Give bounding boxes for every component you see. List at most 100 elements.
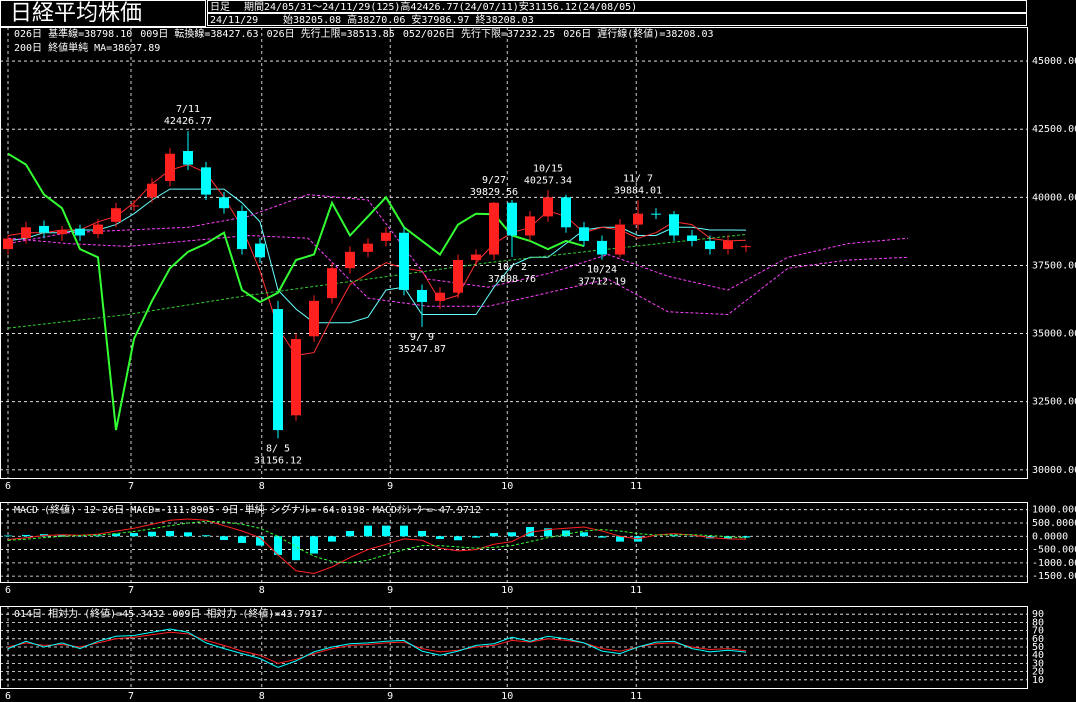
- candle-body: [741, 246, 751, 248]
- y-tick-label: 37500.00: [1032, 260, 1076, 271]
- histogram-bar: [526, 526, 534, 537]
- histogram-bar: [112, 533, 120, 537]
- candle-body: [417, 289, 427, 302]
- candle-body: [75, 228, 85, 236]
- annotation-value: 37808.76: [488, 274, 536, 285]
- legend-entry: 009日 相対力 (終値)=43.7917: [172, 607, 322, 620]
- y-tick-label: 42500.00: [1032, 124, 1076, 135]
- histogram-bar: [562, 530, 570, 537]
- series-line: [7, 520, 747, 564]
- y-tick-label: 45000.00: [1032, 56, 1076, 67]
- legend-entry: 009日 転換線=38427.63: [140, 27, 258, 40]
- series-line: [7, 152, 585, 431]
- y-tick-label: 60: [1032, 634, 1044, 645]
- histogram-bar: [256, 536, 264, 546]
- annotation-value: 39829.56: [470, 187, 518, 198]
- y-tick-label: 50: [1032, 642, 1044, 653]
- candle-body: [309, 300, 319, 337]
- candle-body: [615, 224, 625, 255]
- histogram-bar: [364, 525, 372, 537]
- legend-entry: 9日 単純 シグナル=-64.0198: [223, 503, 365, 516]
- candle-body: [489, 202, 499, 255]
- title-box: [0, 0, 206, 27]
- candle-body: [669, 214, 679, 236]
- annotation-value: 42426.77: [164, 116, 212, 127]
- candle-body: [327, 268, 337, 299]
- panel-title: MACD (終値): [14, 503, 76, 516]
- histogram-bar: [328, 536, 336, 542]
- y-tick-label: 30000.00: [1032, 465, 1076, 476]
- annotation-date: 9/ 9: [410, 332, 434, 343]
- candle-body: [687, 235, 697, 241]
- annotation-date: 10/ 2: [497, 262, 527, 273]
- annotation-value: 37712.19: [578, 277, 626, 288]
- legend-entry: 026日 基準線=38798.10: [14, 27, 132, 40]
- candle-body: [219, 197, 229, 209]
- histogram-bar: [202, 535, 210, 537]
- histogram-bar: [22, 534, 30, 537]
- candle-body: [345, 251, 355, 269]
- histogram-bar: [400, 525, 408, 537]
- candle-body: [435, 292, 445, 301]
- candle-body: [561, 197, 571, 228]
- x-tick-label: 7: [128, 481, 134, 492]
- date-label: 24/11/29: [210, 15, 258, 26]
- candle-body: [579, 227, 589, 241]
- y-tick-label: 35000.00: [1032, 329, 1076, 340]
- x-tick-label: 10: [501, 481, 513, 492]
- histogram-bar: [544, 528, 552, 537]
- histogram-bar: [598, 536, 606, 538]
- histogram-bar: [382, 525, 390, 537]
- x-tick-label: 7: [128, 691, 134, 702]
- y-tick-label: 1000.0000: [1032, 505, 1076, 516]
- candle-body: [543, 197, 553, 217]
- candle-body: [651, 213, 661, 215]
- histogram-bar: [616, 536, 624, 542]
- legend-entry: 026日 先行上限=38513.85: [267, 27, 395, 40]
- candle-body: [21, 227, 31, 239]
- histogram-bar: [166, 530, 174, 537]
- y-tick-label: -1000.0000: [1032, 558, 1076, 569]
- series-line: [7, 233, 747, 329]
- histogram-bar: [346, 530, 354, 537]
- legend-entry: 052/026日 先行下限=37232.25: [403, 27, 555, 40]
- chart-title: 日経平均株価: [10, 1, 142, 26]
- panel-frame: [0, 27, 1028, 479]
- histogram-bar: [238, 536, 246, 543]
- legend-entry: MACDｵｼﾚｰﾀｰ=-47.9712: [373, 504, 481, 516]
- candle-body: [723, 240, 733, 250]
- x-tick-label: 6: [5, 585, 11, 596]
- y-tick-label: -1500.0000: [1032, 571, 1076, 582]
- histogram-bar: [310, 536, 318, 554]
- y-tick-label: 0.0000: [1032, 531, 1068, 542]
- candle-body: [633, 213, 643, 225]
- annotation-value: 31156.12: [254, 455, 302, 466]
- candle-body: [255, 243, 265, 258]
- candle-body: [273, 309, 283, 431]
- candle-body: [237, 210, 247, 250]
- mode-label: 日足: [210, 1, 230, 13]
- histogram-bar: [184, 532, 192, 537]
- histogram-bar: [220, 536, 228, 541]
- y-tick-label: 30: [1032, 658, 1044, 669]
- x-tick-label: 8: [259, 585, 265, 596]
- candle-body: [705, 240, 715, 250]
- series-line: [7, 631, 747, 664]
- histogram-bar: [94, 535, 102, 537]
- histogram-bar: [454, 536, 462, 541]
- candle-body: [165, 153, 175, 181]
- legend-entry: 014日 相対力 (終値)=45.3432: [14, 607, 164, 620]
- y-tick-label: 500.0000: [1032, 518, 1076, 529]
- series-line: [7, 234, 909, 316]
- candle-body: [129, 205, 139, 207]
- candle-body: [183, 150, 193, 165]
- candle-body: [39, 225, 49, 233]
- histogram-bar: [472, 536, 480, 538]
- histogram-bar: [130, 533, 138, 537]
- histogram-bar: [490, 533, 498, 537]
- candle-body: [525, 216, 535, 236]
- candle-body: [93, 224, 103, 235]
- histogram-bar: [58, 534, 66, 537]
- histogram-bar: [508, 532, 516, 537]
